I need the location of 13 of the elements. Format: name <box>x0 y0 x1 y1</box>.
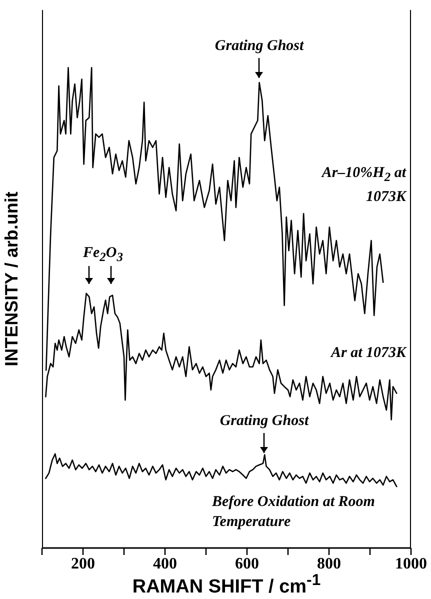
x-tick-label: 400 <box>153 555 177 572</box>
x-tick-label: 800 <box>317 555 341 572</box>
series-label: Ar–10%H$_{2}$ at 1073K <box>320 164 406 207</box>
y-axis-title: INTENSITY / arb.unit <box>2 192 22 366</box>
x-axis-title: RAMAN SHIFT / cm$^{-1}$ <box>131 572 322 598</box>
x-tick-label: 1000 <box>395 555 427 572</box>
series-label: Before Oxidation at Room Temperature <box>212 493 376 532</box>
annotation: Fe$_{2}$O$_{3}$ <box>82 244 124 266</box>
x-tick-label: 200 <box>71 555 95 572</box>
series-label: Ar at 1073K <box>329 344 406 363</box>
x-tick-label: 600 <box>235 555 259 572</box>
annotation: Grating Ghost <box>214 37 305 56</box>
annotation: Grating Ghost <box>218 412 310 431</box>
